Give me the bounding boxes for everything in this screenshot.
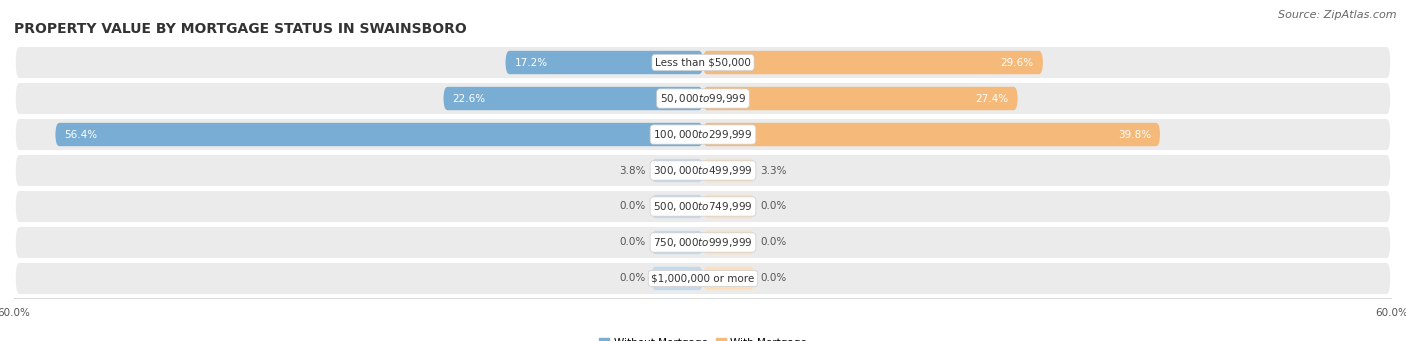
Text: 0.0%: 0.0% [761, 237, 787, 248]
Text: PROPERTY VALUE BY MORTGAGE STATUS IN SWAINSBORO: PROPERTY VALUE BY MORTGAGE STATUS IN SWA… [14, 21, 467, 35]
FancyBboxPatch shape [55, 123, 703, 146]
Text: 0.0%: 0.0% [761, 273, 787, 283]
Text: 3.8%: 3.8% [619, 165, 645, 176]
Text: Less than $50,000: Less than $50,000 [655, 58, 751, 68]
Text: 0.0%: 0.0% [761, 202, 787, 211]
FancyBboxPatch shape [703, 123, 1160, 146]
FancyBboxPatch shape [651, 267, 703, 290]
FancyBboxPatch shape [703, 231, 755, 254]
FancyBboxPatch shape [14, 261, 1392, 296]
FancyBboxPatch shape [14, 153, 1392, 188]
FancyBboxPatch shape [703, 87, 1018, 110]
Text: 27.4%: 27.4% [976, 93, 1008, 104]
FancyBboxPatch shape [14, 225, 1392, 260]
Text: 22.6%: 22.6% [453, 93, 486, 104]
Text: $500,000 to $749,999: $500,000 to $749,999 [654, 200, 752, 213]
FancyBboxPatch shape [14, 81, 1392, 116]
Text: $1,000,000 or more: $1,000,000 or more [651, 273, 755, 283]
Text: 3.3%: 3.3% [761, 165, 787, 176]
FancyBboxPatch shape [703, 195, 755, 218]
Text: Source: ZipAtlas.com: Source: ZipAtlas.com [1278, 10, 1396, 20]
Text: 0.0%: 0.0% [619, 237, 645, 248]
Text: 39.8%: 39.8% [1118, 130, 1152, 139]
Text: $100,000 to $299,999: $100,000 to $299,999 [654, 128, 752, 141]
FancyBboxPatch shape [14, 45, 1392, 80]
FancyBboxPatch shape [506, 51, 703, 74]
FancyBboxPatch shape [651, 159, 703, 182]
Text: 56.4%: 56.4% [65, 130, 97, 139]
FancyBboxPatch shape [14, 117, 1392, 152]
Text: $300,000 to $499,999: $300,000 to $499,999 [654, 164, 752, 177]
FancyBboxPatch shape [443, 87, 703, 110]
FancyBboxPatch shape [703, 51, 1043, 74]
Text: 29.6%: 29.6% [1001, 58, 1033, 68]
FancyBboxPatch shape [703, 267, 755, 290]
FancyBboxPatch shape [14, 189, 1392, 224]
Text: $50,000 to $99,999: $50,000 to $99,999 [659, 92, 747, 105]
FancyBboxPatch shape [703, 159, 755, 182]
Text: 0.0%: 0.0% [619, 202, 645, 211]
FancyBboxPatch shape [651, 195, 703, 218]
Text: 17.2%: 17.2% [515, 58, 548, 68]
Text: $750,000 to $999,999: $750,000 to $999,999 [654, 236, 752, 249]
Legend: Without Mortgage, With Mortgage: Without Mortgage, With Mortgage [595, 333, 811, 341]
FancyBboxPatch shape [651, 231, 703, 254]
Text: 0.0%: 0.0% [619, 273, 645, 283]
